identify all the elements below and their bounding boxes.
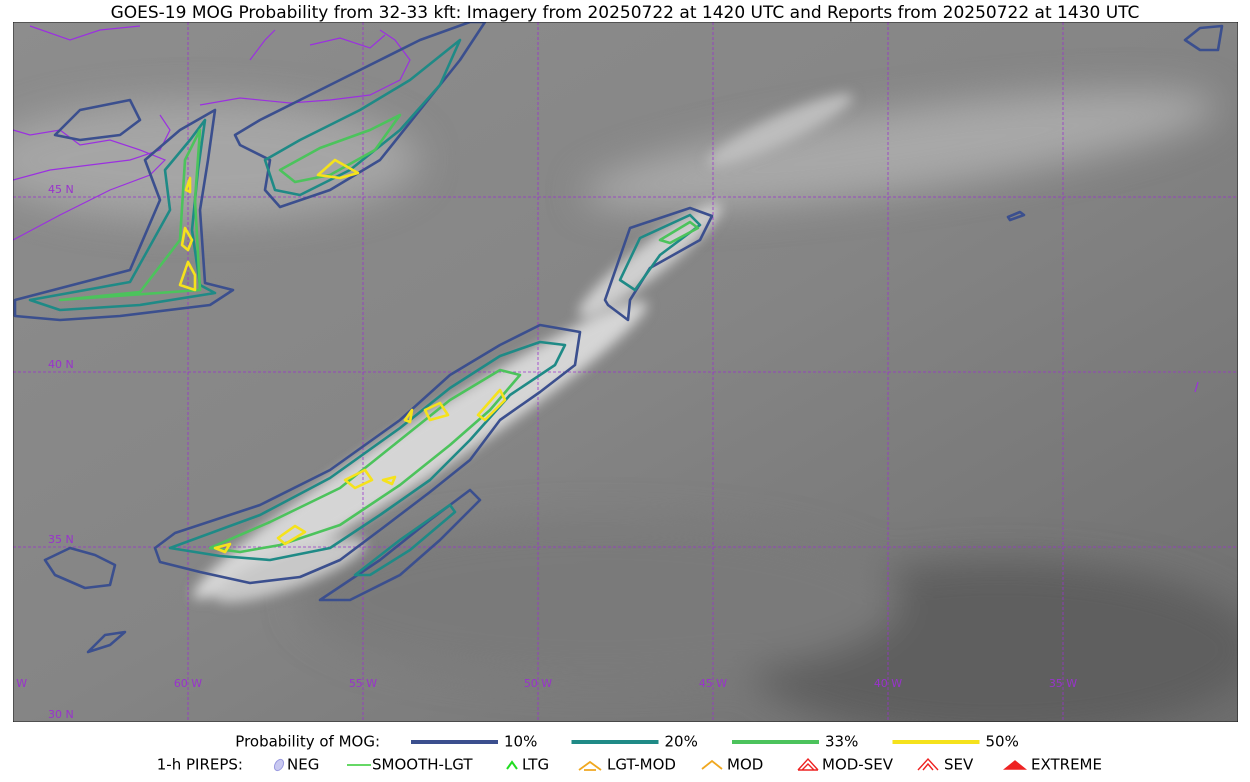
lat-label: 30 N [48,708,74,721]
legend-title: 1-h PIREPS: [157,756,243,774]
contours [13,22,1224,654]
contour-10 [53,98,142,142]
coastlines [13,25,1199,393]
contour-33 [278,113,402,184]
contour-10 [43,546,117,590]
lon-label: 45 W [699,677,727,690]
contour-50 [213,388,507,554]
graticule: 65 W 60 W 55 W 50 W 45 W 40 W 35 W 45 N 40 N 35 N… [0,22,1238,722]
pirep-label: MOD [727,756,763,774]
pirep-label: EXTREME [1031,756,1102,774]
pirep-label: MOD-SEV [822,756,894,774]
extreme-icon [1003,760,1027,770]
contour-33 [58,128,202,302]
contour-20 [618,213,702,292]
contour-33 [658,220,700,245]
lon-label: 40 W [874,677,902,690]
ltg-icon [506,760,518,770]
title: GOES-19 MOG Probability from 32-33 kft: … [111,3,1140,23]
lat-label: 45 N [48,183,74,196]
legend-label: 10% [504,733,537,751]
legend-label: 20% [665,733,698,751]
contour-10 [1006,210,1026,222]
legend-label: 50% [986,733,1019,751]
lgt-mod-icon [578,760,602,771]
contour-10 [86,630,127,654]
neg-icon [273,758,285,772]
contour-10 [318,488,482,602]
pirep-label: SMOOTH-LGT [372,756,473,774]
lon-label: 35 W [1049,677,1077,690]
map: 65 W 60 W 55 W 50 W 45 W 40 W 35 W 45 N 40 N 35 N… [0,22,1238,722]
lat-label: 35 N [48,533,74,546]
contour-10 [153,323,582,585]
contour-20 [263,38,462,197]
legend-label: 33% [825,733,858,751]
cloud-shading [13,90,1238,722]
lon-label: 55 W [349,677,377,690]
mod-icon [701,759,723,770]
contour-20 [353,503,457,577]
contour-20 [168,340,567,562]
contour-50 [316,158,360,180]
contour-10 [13,108,235,322]
cloud-band [193,93,853,603]
pirep-label: LGT-MOD [607,756,676,774]
lon-label: 65 W [0,677,27,690]
legend-title: Probability of MOG: [235,733,380,751]
lon-label: 50 W [524,677,552,690]
legend: Probability of MOG: 10% 20% 33% 50% 1-h PIREP… [157,733,1102,774]
contour-50 [178,176,197,292]
pirep-label: LTG [522,756,549,774]
contour-10 [1183,24,1224,52]
pirep-label: SEV [944,756,974,774]
lon-label: 60 W [174,677,202,690]
mod-sev-icon [797,757,819,771]
contour-10 [603,206,714,322]
pirep-label: NEG [287,756,319,774]
lat-label: 40 N [48,358,74,371]
sev-icon [917,757,939,771]
